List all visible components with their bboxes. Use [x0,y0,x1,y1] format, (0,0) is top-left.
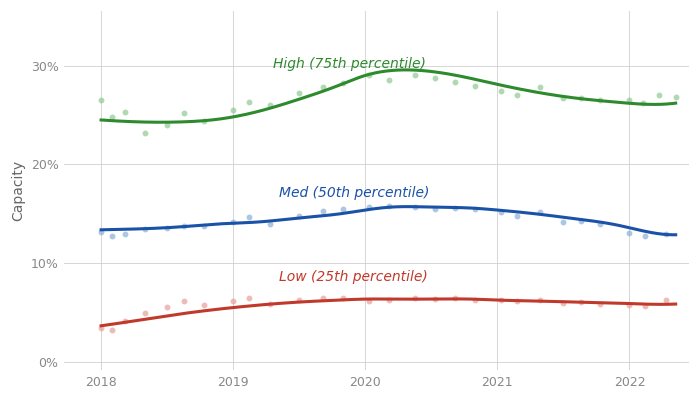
Point [162,304,173,310]
Point [384,203,395,209]
Point [265,301,276,307]
Point [363,204,374,210]
Point [228,298,239,304]
Point [637,100,648,106]
Point [469,83,480,90]
Point [624,230,635,236]
Point [469,206,480,212]
Point [430,296,441,302]
Point [558,219,569,225]
Point [410,295,421,301]
Point [653,92,664,98]
Point [337,80,349,86]
Point [558,95,569,101]
Point [317,208,328,214]
Y-axis label: Capacity: Capacity [11,160,25,221]
Point [199,118,210,124]
Point [265,221,276,227]
Point [640,232,651,239]
Point [595,97,606,103]
Point [575,218,586,224]
Point [178,298,190,304]
Point [512,298,523,304]
Point [449,205,461,211]
Point [363,298,374,304]
Text: Low (25th percentile): Low (25th percentile) [279,270,428,284]
Point [265,102,276,108]
Point [139,310,150,316]
Point [384,297,395,303]
Text: High (75th percentile): High (75th percentile) [273,56,426,70]
Point [469,297,480,303]
Point [244,99,255,105]
Point [363,72,374,79]
Point [199,223,210,229]
Point [162,122,173,128]
Point [139,130,150,136]
Point [449,79,461,86]
Point [661,297,672,303]
Point [496,88,507,94]
Point [496,209,507,215]
Point [449,295,461,301]
Point [95,97,106,103]
Point [558,300,569,306]
Point [95,228,106,235]
Point [199,302,210,308]
Point [244,295,255,301]
Point [293,90,304,96]
Point [670,94,681,100]
Point [534,297,545,303]
Point [575,95,586,101]
Point [139,226,150,232]
Point [512,92,523,98]
Point [595,301,606,307]
Point [337,206,349,212]
Point [317,295,328,301]
Point [534,84,545,90]
Point [534,209,545,215]
Point [661,230,672,237]
Point [119,109,130,115]
Point [106,232,118,239]
Point [430,75,441,82]
Point [337,295,349,301]
Point [410,204,421,210]
Point [95,324,106,331]
Point [595,221,606,227]
Point [244,214,255,220]
Point [119,230,130,237]
Point [228,219,239,225]
Point [178,223,190,229]
Point [293,213,304,219]
Point [575,299,586,305]
Point [496,297,507,303]
Point [640,303,651,309]
Point [512,213,523,219]
Point [293,297,304,303]
Point [624,302,635,308]
Point [384,77,395,84]
Text: Med (50th percentile): Med (50th percentile) [279,186,430,200]
Point [106,114,118,120]
Point [178,110,190,116]
Point [162,225,173,231]
Point [430,206,441,212]
Point [119,318,130,324]
Point [106,326,118,333]
Point [228,107,239,113]
Point [624,97,635,103]
Point [410,72,421,79]
Point [317,84,328,90]
